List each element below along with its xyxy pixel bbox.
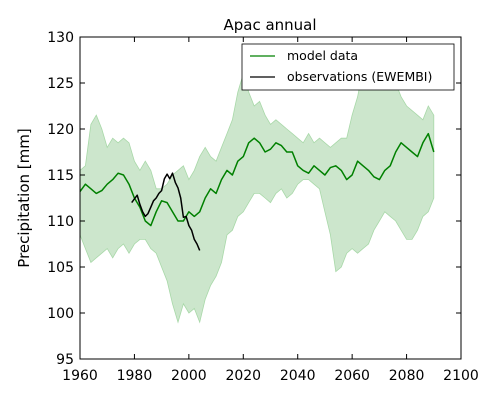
x-axis: 1960 1980 2000 2020 2040 2060 2080 2100: [62, 37, 479, 384]
y-axis: 95 100 105 110 115 120 125 130: [47, 30, 461, 368]
chart-title: Apac annual: [223, 16, 316, 34]
legend-label-observations: observations (EWEMBI): [287, 69, 432, 84]
model-range-band: [79, 50, 435, 324]
y-tick-label: 130: [47, 30, 74, 46]
model-range-band-layer: [79, 50, 435, 324]
x-tick-label: 2040: [280, 368, 316, 384]
y-tick-label: 100: [47, 306, 74, 322]
y-tick-label: 115: [47, 168, 74, 184]
observations-line: [131, 172, 201, 251]
y-tick-label: 95: [56, 352, 74, 368]
y-tick-label: 110: [47, 214, 74, 230]
y-axis-label: Precipitation [mm]: [15, 128, 33, 267]
x-tick-label: 2100: [443, 368, 479, 384]
legend: model data observations (EWEMBI): [241, 43, 455, 91]
y-tick-label: 120: [47, 122, 74, 138]
y-tick-label: 105: [47, 260, 74, 276]
x-tick-label: 1960: [62, 368, 98, 384]
model-data-line: [79, 132, 435, 227]
x-tick-label: 2080: [389, 368, 425, 384]
series-lines-layer: [79, 132, 435, 251]
legend-box: [241, 43, 455, 91]
x-tick-label: 2060: [334, 368, 370, 384]
legend-label-model: model data: [287, 48, 358, 63]
x-tick-label: 1980: [117, 368, 153, 384]
x-tick-label: 2000: [171, 368, 207, 384]
y-tick-label: 125: [47, 76, 74, 92]
plot-frame: [79, 36, 462, 360]
x-tick-label: 2020: [225, 368, 261, 384]
